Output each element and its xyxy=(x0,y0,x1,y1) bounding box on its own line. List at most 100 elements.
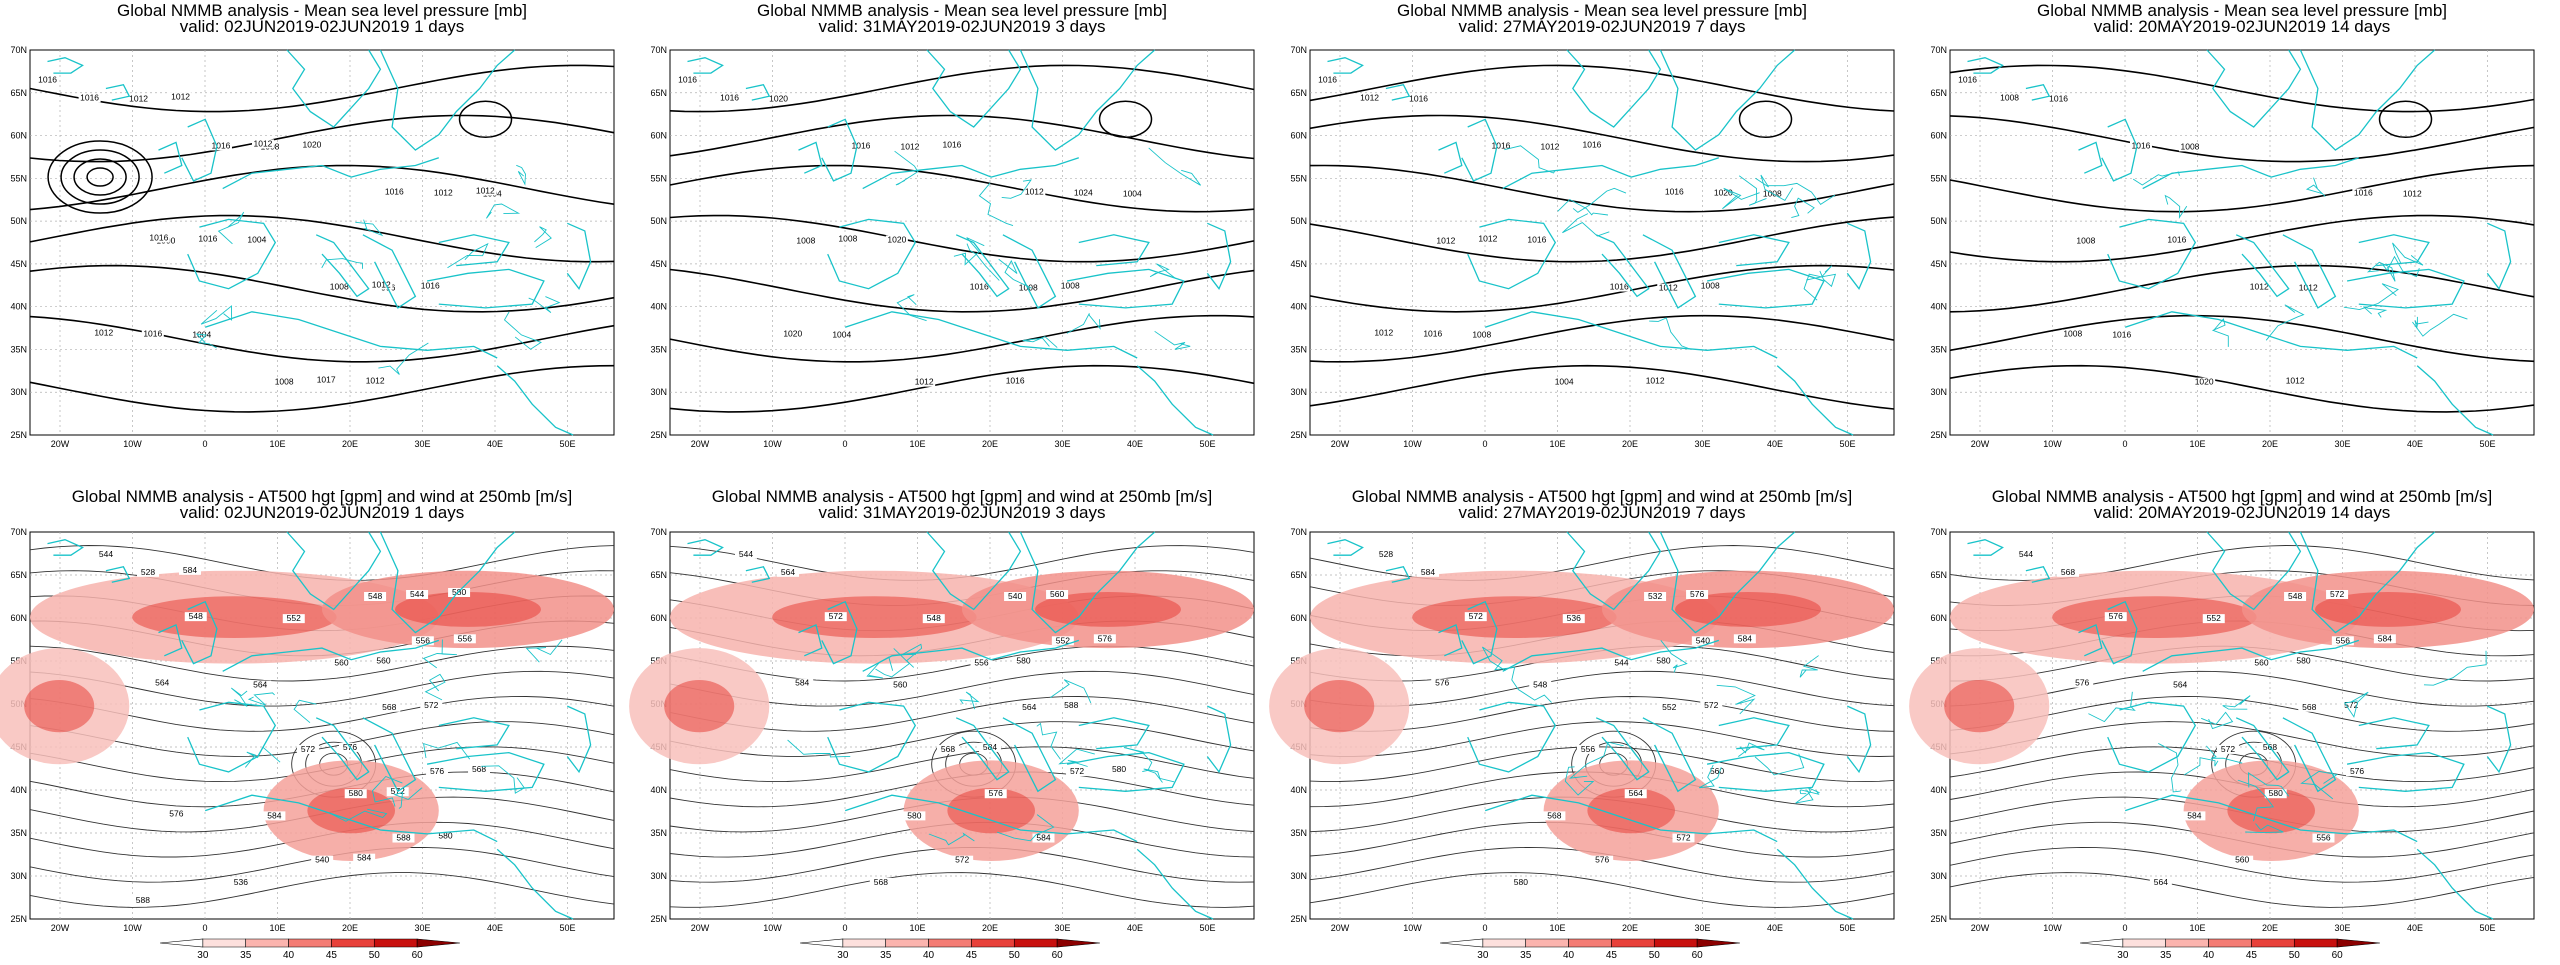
contour-label: 560 xyxy=(334,657,348,667)
contour-label: 544 xyxy=(2019,549,2033,559)
country-border xyxy=(1767,182,1836,206)
contour-label: 1016 xyxy=(38,74,57,84)
colorbar-swatch xyxy=(159,938,204,948)
contour-label: 580 xyxy=(1514,877,1528,887)
contour-label: 576 xyxy=(1690,589,1704,599)
isobar xyxy=(1949,314,2535,363)
country-border xyxy=(959,691,980,710)
contour-label: 1012 xyxy=(253,138,272,148)
low-pressure-isobar xyxy=(73,158,127,196)
lon-tick-label: 40E xyxy=(487,923,503,933)
country-border xyxy=(1564,766,1595,796)
panel-valid-period: valid: 31MAY2019-02JUN2019 3 days xyxy=(819,503,1106,522)
contour-label: 564 xyxy=(1629,788,1643,798)
coastline xyxy=(181,600,218,665)
lon-tick-label: 10W xyxy=(1403,923,1422,933)
panel-z500-7d: Global NMMB analysis - AT500 hgt [gpm] a… xyxy=(1269,487,1895,961)
country-border xyxy=(953,237,985,266)
contour-label: 540 xyxy=(315,855,329,865)
contour-label: 1020 xyxy=(783,329,802,339)
contour-label: 572 xyxy=(1469,611,1483,621)
contour-label: 1020 xyxy=(887,235,906,245)
contour-label: 1016 xyxy=(1491,140,1510,150)
jet-wind-core xyxy=(2315,591,2461,627)
country-border xyxy=(928,832,975,846)
contour-label-bg xyxy=(190,330,213,340)
country-border xyxy=(372,775,403,807)
contour-label-bg xyxy=(1470,330,1493,340)
coastline xyxy=(1846,705,1872,774)
lat-tick-label: 65N xyxy=(1290,570,1307,580)
lon-tick-label: 10E xyxy=(2189,923,2205,933)
contour-label-bg xyxy=(1421,329,1444,339)
country-border xyxy=(1123,747,1153,772)
lon-tick-label: 20W xyxy=(1331,923,1350,933)
lon-tick-label: 40E xyxy=(1767,439,1783,449)
lat-tick-label: 30N xyxy=(1930,387,1947,397)
coastline xyxy=(2206,531,2302,611)
country-border xyxy=(1803,265,1833,301)
contour-label-bg xyxy=(1591,855,1614,865)
contour-label-bg xyxy=(419,281,442,291)
contour-label: 588 xyxy=(396,833,410,843)
panel-title: Global NMMB analysis - AT500 hgt [gpm] a… xyxy=(72,487,572,506)
coastline xyxy=(844,311,1138,359)
coastline xyxy=(158,141,183,174)
country-border xyxy=(321,258,364,269)
contour-label-bg xyxy=(1375,549,1397,559)
closed-isobar xyxy=(458,100,513,139)
contour-label: 1012 xyxy=(1540,141,1559,151)
country-border xyxy=(1562,213,1610,237)
contour-label: 1012 xyxy=(1659,283,1678,293)
contour-label: 576 xyxy=(1595,855,1609,865)
lat-tick-label: 30N xyxy=(10,387,27,397)
country-border xyxy=(1504,145,1556,174)
contour-label-bg xyxy=(794,236,817,246)
contour-label: 1012 xyxy=(915,377,934,387)
colorbar-label: 60 xyxy=(2332,950,2344,960)
colorbar-swatch xyxy=(1525,938,1569,948)
contour-label: 1016 xyxy=(80,92,99,102)
contour-label: 1012 xyxy=(366,376,385,386)
lon-tick-label: 0 xyxy=(1482,923,1487,933)
panel-valid-period: valid: 20MAY2019-02JUN2019 14 days xyxy=(2094,17,2390,36)
contour-label: 1016 xyxy=(1958,74,1977,84)
coastline xyxy=(1967,57,2004,74)
contour-label: 580 xyxy=(907,810,921,820)
contour-label-bg xyxy=(1580,140,1603,150)
lat-tick-label: 25N xyxy=(650,430,667,440)
coastline xyxy=(2078,623,2103,657)
contour-label: 560 xyxy=(1710,766,1724,776)
isobar xyxy=(1949,164,2535,213)
coastline xyxy=(2235,234,2290,298)
lon-tick-label: 20E xyxy=(2262,439,2278,449)
contour-label-bg xyxy=(468,765,491,775)
contour-label: 1012 xyxy=(1646,376,1665,386)
contour-label-bg xyxy=(2165,235,2188,245)
contour-label-bg xyxy=(474,186,497,196)
contour-label-bg xyxy=(781,329,804,339)
contour-label: 1008 xyxy=(2000,92,2019,102)
geopotential-contour xyxy=(29,645,615,682)
coastline xyxy=(1595,717,1650,781)
isobar xyxy=(1309,264,1895,313)
coastline xyxy=(2299,49,2436,151)
colorbar-label: 60 xyxy=(412,950,424,960)
contour-label: 560 xyxy=(376,655,390,665)
contour-label-bg xyxy=(1624,789,1647,799)
contour-label-bg xyxy=(1059,281,1082,291)
lon-tick-label: 50E xyxy=(2479,923,2495,933)
lon-tick-label: 0 xyxy=(2122,923,2127,933)
lon-tick-label: 10E xyxy=(269,439,285,449)
colorbar-swatch xyxy=(2293,938,2338,948)
contour-label: 580 xyxy=(438,831,452,841)
geopotential-contour xyxy=(1949,746,2535,783)
geopotential-contour xyxy=(1309,746,1895,783)
contour-label: 1012 xyxy=(1360,92,1379,102)
geopotential-contour xyxy=(669,696,1255,732)
country-border xyxy=(1791,197,1815,219)
contour-label-bg xyxy=(434,831,457,841)
contour-label-bg xyxy=(2340,700,2363,710)
coastline xyxy=(181,118,218,182)
contour-label: 572 xyxy=(301,744,315,754)
